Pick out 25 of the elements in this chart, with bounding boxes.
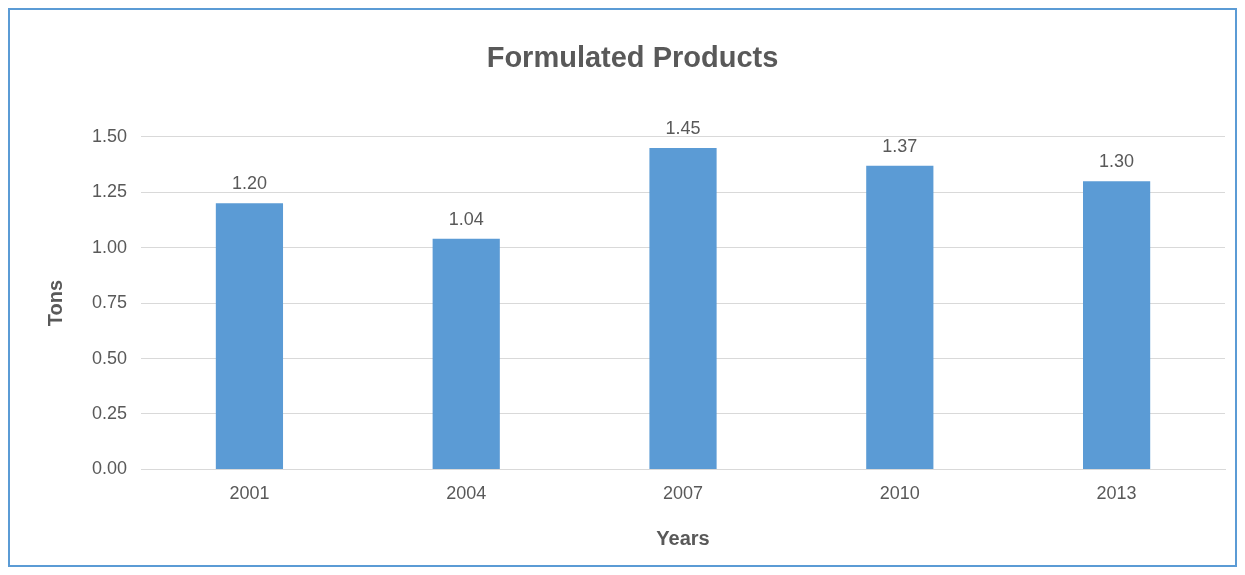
chart-title: Formulated Products — [486, 41, 779, 74]
bar — [432, 238, 500, 469]
x-tick-label: 2001 — [229, 483, 270, 504]
data-label: 1.30 — [1099, 151, 1135, 172]
bar — [215, 203, 284, 469]
bar — [649, 147, 717, 469]
y-tick-label: 1.00 — [91, 236, 128, 257]
bar — [1083, 181, 1151, 469]
y-tick-label: 0.50 — [91, 347, 128, 368]
data-label: 1.20 — [231, 173, 267, 194]
data-label: 1.37 — [882, 135, 918, 156]
y-tick-label: 0.25 — [91, 402, 128, 423]
x-tick-label: 2010 — [879, 483, 920, 504]
y-tick-label: 0.00 — [91, 458, 128, 479]
data-label: 1.04 — [448, 208, 484, 229]
x-axis-title: Years — [656, 526, 710, 549]
data-label: 1.45 — [665, 117, 701, 138]
x-tick-label: 2007 — [662, 483, 704, 504]
bar — [866, 165, 934, 469]
y-axis-title: Tons — [43, 279, 66, 327]
y-tick-label: 1.50 — [91, 125, 128, 146]
x-tick-label: 2004 — [446, 483, 487, 504]
x-tick-label: 2013 — [1096, 483, 1137, 504]
y-tick-label: 0.75 — [91, 292, 128, 313]
y-tick-label: 1.25 — [91, 181, 128, 202]
